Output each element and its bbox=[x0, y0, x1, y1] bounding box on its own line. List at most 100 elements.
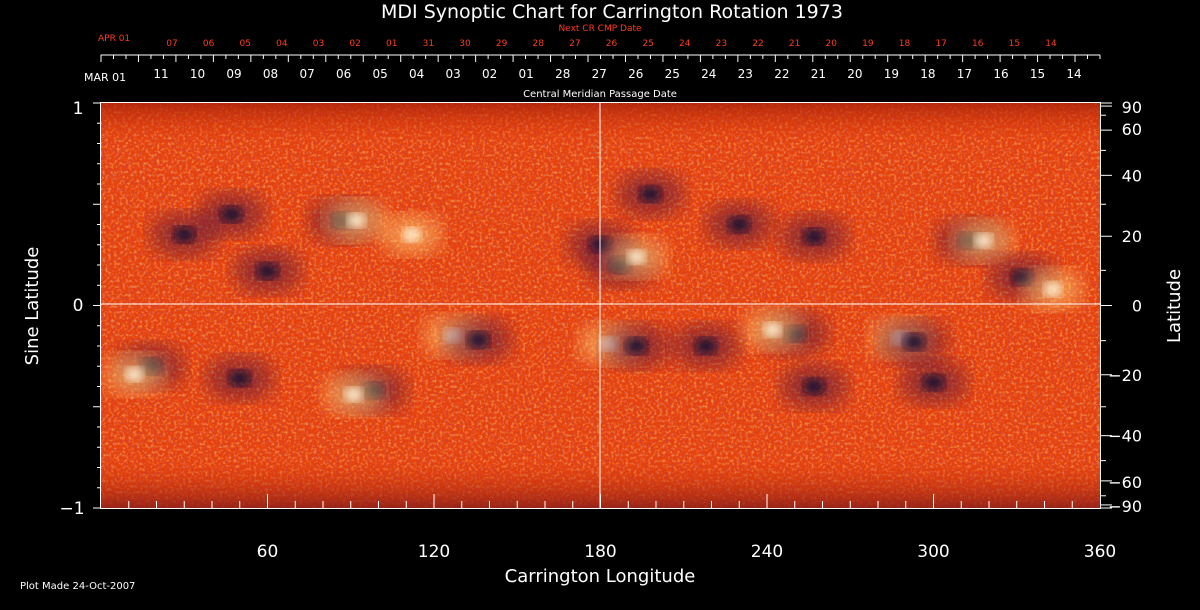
plot-made-footer: Plot Made 24-Oct-2007 bbox=[20, 581, 135, 592]
next-cr-date-label: 30 bbox=[459, 39, 471, 49]
x-axis-labels: 60 120 180 240 300 360 bbox=[257, 542, 1117, 562]
positive-flux-region bbox=[344, 387, 363, 402]
negative-flux-region bbox=[803, 378, 826, 395]
cmp-date-label: 16 bbox=[993, 67, 1008, 81]
next-cr-dates: 07 06 05 04 03 02 01 31 30 29 28 27 26 25 24 23 22 21 20 19… bbox=[166, 39, 1057, 49]
next-cr-date-label: 01 bbox=[386, 39, 397, 49]
cmp-date-label: 26 bbox=[628, 67, 643, 81]
y-left-label-top: 1 bbox=[73, 99, 84, 119]
next-cr-date-label: 18 bbox=[899, 39, 911, 49]
negative-flux-region bbox=[922, 374, 945, 391]
cmp-date-label: 10 bbox=[190, 67, 205, 81]
y-right-tick-label: 90 bbox=[1122, 98, 1142, 117]
cmp-date-label: 06 bbox=[336, 67, 351, 81]
x-tick-label: 240 bbox=[751, 542, 783, 562]
top-axis-month: MAR 01 bbox=[84, 71, 126, 84]
top-axis-dates: 11 10 09 08 07 06 05 04 03 02 01 28 27 26 25 24 23 22 21 20… bbox=[153, 67, 1081, 81]
y-left-label-mid: 0 bbox=[73, 296, 84, 316]
next-cr-date-label: 19 bbox=[862, 39, 874, 49]
cmp-date-label: 20 bbox=[847, 67, 862, 81]
cmp-date-label: 17 bbox=[957, 67, 972, 81]
next-cr-date-label: 06 bbox=[203, 39, 215, 49]
positive-flux-region bbox=[125, 367, 144, 382]
next-cr-date-label: 23 bbox=[716, 39, 727, 49]
positive-flux-region bbox=[347, 213, 366, 228]
negative-flux-region bbox=[903, 333, 926, 350]
positive-flux-region bbox=[763, 322, 782, 337]
y-left-axis-title: Sine Latitude bbox=[22, 247, 43, 366]
cmp-date-label: 09 bbox=[226, 67, 241, 81]
cmp-date-label: 19 bbox=[884, 67, 899, 81]
cmp-date-label: 28 bbox=[555, 67, 570, 81]
negative-flux-region bbox=[220, 206, 243, 223]
next-cr-date-label: 26 bbox=[606, 39, 618, 49]
next-cr-date-label: 28 bbox=[533, 39, 545, 49]
cmp-date-label: 02 bbox=[482, 67, 497, 81]
next-cr-date-label: 24 bbox=[679, 39, 691, 49]
cmp-date-label: 25 bbox=[665, 67, 680, 81]
next-cr-date-label: 05 bbox=[240, 39, 251, 49]
top-axis-label: Central Meridian Passage Date bbox=[523, 89, 677, 100]
cmp-date-label: 14 bbox=[1066, 67, 1081, 81]
y-right-tick-label: −60 bbox=[1108, 473, 1142, 492]
negative-flux-region bbox=[256, 263, 279, 280]
x-tick-label: 60 bbox=[257, 542, 279, 562]
y-left-label-bottom: −1 bbox=[59, 499, 84, 519]
cmp-date-label: 24 bbox=[701, 67, 716, 81]
next-cr-date-label: 17 bbox=[935, 39, 946, 49]
cmp-date-label: 07 bbox=[299, 67, 314, 81]
cmp-date-label: 21 bbox=[811, 67, 826, 81]
x-tick-label: 300 bbox=[917, 542, 949, 562]
next-cr-date-label: 02 bbox=[349, 39, 360, 49]
next-cr-date-label: 15 bbox=[1009, 39, 1020, 49]
next-cr-date-label: 27 bbox=[569, 39, 580, 49]
y-right-tick-label: −20 bbox=[1108, 366, 1142, 385]
active-regions bbox=[104, 172, 1083, 415]
cmp-date-label: 22 bbox=[774, 67, 789, 81]
x-axis-ticks bbox=[128, 494, 1073, 508]
cmp-date-label: 08 bbox=[263, 67, 278, 81]
next-cr-date-label: 20 bbox=[826, 39, 838, 49]
next-cr-ticks bbox=[100, 55, 1101, 62]
x-tick-label: 180 bbox=[584, 542, 616, 562]
cmp-date-label: 03 bbox=[446, 67, 461, 81]
cmp-date-label: 27 bbox=[592, 67, 607, 81]
next-cr-date-label: 07 bbox=[166, 39, 177, 49]
next-cr-date-label: 29 bbox=[496, 39, 508, 49]
y-right-tick-label: 60 bbox=[1122, 120, 1142, 139]
next-cr-date-label: 25 bbox=[642, 39, 653, 49]
x-tick-label: 360 bbox=[1084, 542, 1116, 562]
chart-title: MDI Synoptic Chart for Carrington Rotati… bbox=[381, 1, 843, 23]
negative-flux-region bbox=[694, 338, 717, 354]
positive-flux-region bbox=[402, 227, 421, 242]
negative-flux-region bbox=[228, 370, 251, 387]
cmp-date-label: 15 bbox=[1030, 67, 1045, 81]
cmp-date-label: 01 bbox=[519, 67, 534, 81]
negative-flux-region bbox=[173, 226, 196, 243]
negative-flux-region bbox=[625, 338, 648, 354]
next-cr-date-label: 03 bbox=[313, 39, 324, 49]
next-cr-date-label: 31 bbox=[423, 39, 434, 49]
y-right-tick-label: −90 bbox=[1108, 497, 1142, 516]
next-cr-month: APR 01 bbox=[98, 34, 130, 44]
cmp-date-label: 04 bbox=[409, 67, 424, 81]
next-cr-date-label: 21 bbox=[789, 39, 800, 49]
cmp-date-label: 11 bbox=[153, 67, 168, 81]
x-axis-title: Carrington Longitude bbox=[505, 566, 696, 587]
cmp-date-label: 18 bbox=[920, 67, 935, 81]
cmp-date-label: 23 bbox=[738, 67, 753, 81]
next-cr-date-label: 22 bbox=[752, 39, 763, 49]
cmp-date-label: 05 bbox=[372, 67, 387, 81]
y-right-axis-title: Latitude bbox=[1164, 269, 1185, 343]
negative-flux-region bbox=[728, 216, 751, 233]
y-right-tick-label: 0 bbox=[1132, 297, 1142, 316]
next-cr-date-label: 16 bbox=[972, 39, 984, 49]
next-cr-date-label: 14 bbox=[1045, 39, 1057, 49]
x-tick-label: 120 bbox=[418, 542, 450, 562]
y-right-tick-label: 20 bbox=[1122, 227, 1142, 246]
left-axis-ticks bbox=[93, 102, 101, 509]
next-cr-label: Next CR CMP Date bbox=[558, 24, 642, 34]
y-right-tick-label: 40 bbox=[1122, 166, 1142, 185]
positive-flux-region bbox=[974, 233, 993, 248]
